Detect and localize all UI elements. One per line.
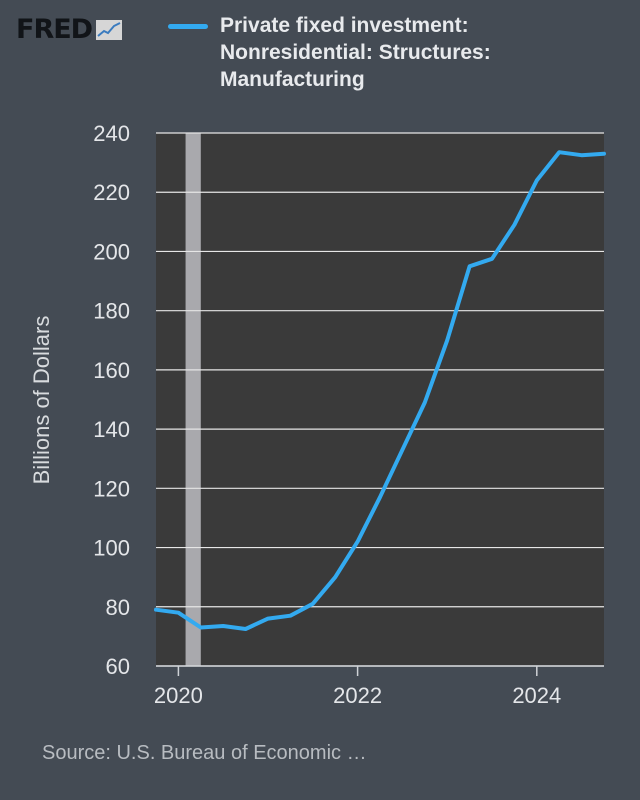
y-tick-label: 120	[93, 476, 130, 501]
y-tick-label: 100	[93, 536, 130, 561]
series-line	[154, 150, 606, 631]
y-tick-label: 180	[93, 299, 130, 324]
y-tick-label: 220	[93, 180, 130, 205]
fred-logo[interactable]: FRED	[16, 14, 123, 45]
y-tick-label: 80	[106, 595, 130, 620]
fred-logo-text: FRED	[16, 14, 93, 45]
legend-swatch	[168, 24, 208, 29]
y-axis-label: Billions of Dollars	[29, 315, 54, 485]
y-tick-label: 160	[93, 358, 130, 383]
legend-label: Private fixed investment: Nonresidential…	[220, 14, 491, 91]
chart-legend: Private fixed investment: Nonresidential…	[168, 12, 550, 93]
chart-trend-icon	[96, 19, 123, 40]
source-note: Source: U.S. Bureau of Economic …	[42, 742, 367, 764]
y-tick-label: 60	[106, 654, 130, 679]
x-tick-label: 2024	[512, 683, 561, 708]
plot-area	[156, 133, 604, 666]
y-tick-label: 140	[93, 417, 130, 442]
x-tick-label: 2022	[333, 683, 382, 708]
y-tick-label: 240	[93, 121, 130, 146]
y-tick-label: 200	[93, 239, 130, 264]
x-tick-label: 2020	[154, 683, 203, 708]
recession-band	[185, 133, 201, 666]
